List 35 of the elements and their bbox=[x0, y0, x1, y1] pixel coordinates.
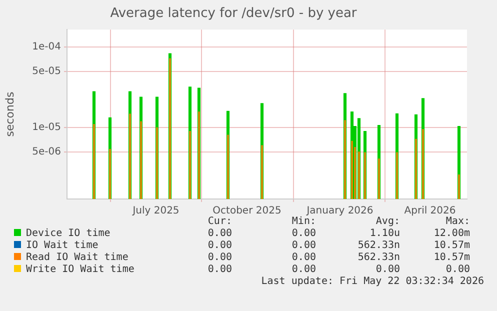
text: 0.00 bbox=[206, 228, 232, 240]
x-tick-label: July 2025 bbox=[132, 206, 180, 217]
y-tick-label: 1e-04 bbox=[32, 42, 61, 53]
text: 0.00 bbox=[206, 252, 232, 264]
text: 0.00 bbox=[206, 264, 232, 276]
y-tick-label: 5e-05 bbox=[32, 66, 61, 77]
text: 562.33n bbox=[356, 240, 400, 252]
text: 1.10u bbox=[368, 228, 400, 240]
x-tick-label: October 2025 bbox=[212, 206, 282, 217]
text: 0.00 bbox=[290, 264, 316, 276]
text: Min: bbox=[290, 216, 316, 228]
text: 0.00 bbox=[290, 228, 316, 240]
y-axis-title: seconds bbox=[3, 92, 16, 137]
legend-label: Device IO time bbox=[25, 228, 112, 240]
y-tick-label: 5e-06 bbox=[32, 146, 61, 158]
legend-label: Read IO Wait time bbox=[25, 252, 130, 264]
legend-label: IO Wait time bbox=[25, 240, 100, 252]
text: 0.00 bbox=[206, 240, 232, 252]
text: 562.33n bbox=[356, 252, 400, 264]
text: 0.00 bbox=[290, 252, 316, 264]
text: Avg: bbox=[374, 216, 400, 228]
text: 0.00 bbox=[290, 240, 316, 252]
text: 10.57m bbox=[432, 240, 470, 252]
text: Max: bbox=[444, 216, 470, 228]
y-tick-label: 1e-05 bbox=[32, 122, 61, 134]
text: Last update: Fri May 22 03:32:34 2026 bbox=[260, 276, 484, 287]
text: 0.00 bbox=[444, 264, 470, 276]
text: Cur: bbox=[206, 216, 232, 228]
text: 0.00 bbox=[374, 264, 400, 276]
x-tick-label: April 2026 bbox=[404, 206, 456, 217]
text: 10.57m bbox=[432, 252, 470, 264]
legend-label: Write IO Wait time bbox=[25, 264, 136, 276]
x-tick-label: January 2026 bbox=[306, 206, 374, 217]
text: 12.00m bbox=[432, 228, 470, 240]
chart-title: Average latency for /dev/sr0 - by year bbox=[110, 6, 358, 22]
